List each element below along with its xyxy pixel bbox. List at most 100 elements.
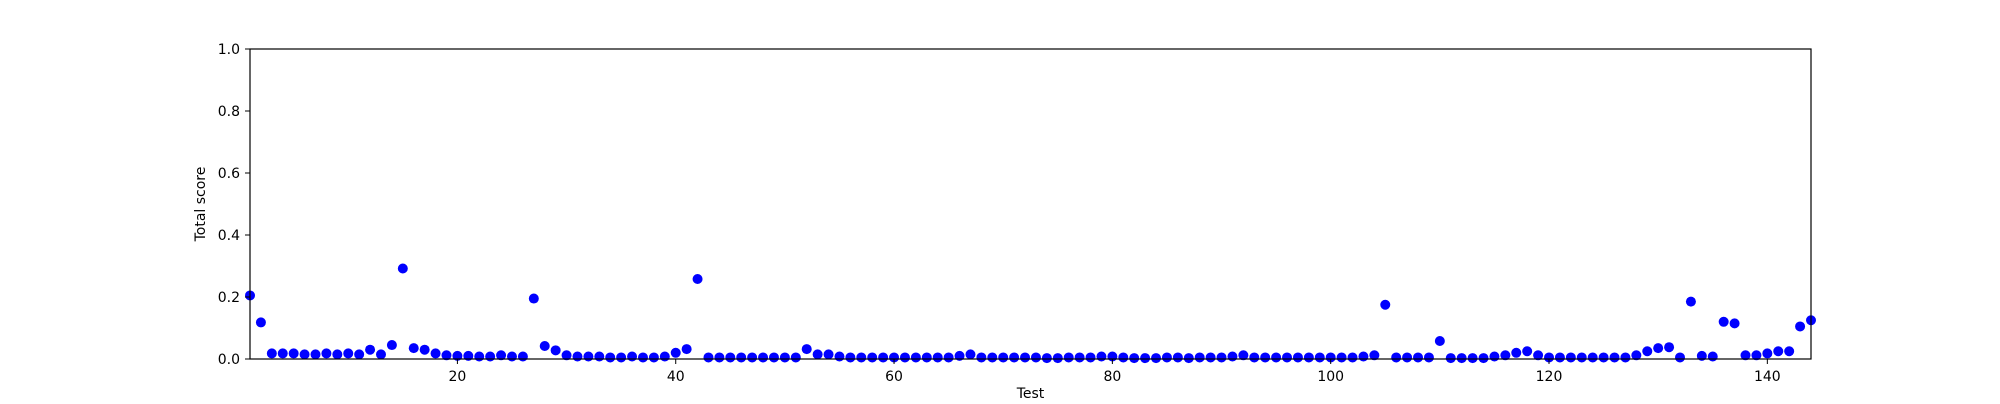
data-point — [1030, 352, 1041, 363]
data-point — [1423, 352, 1434, 363]
x-tick-label: 80 — [1103, 369, 1121, 385]
data-point — [834, 351, 845, 362]
data-point — [801, 344, 812, 355]
data-point — [1292, 352, 1303, 363]
data-point — [703, 352, 714, 363]
data-point — [627, 351, 638, 362]
x-tick-label: 120 — [1536, 369, 1563, 385]
data-point — [430, 348, 441, 359]
data-point — [397, 263, 408, 274]
data-point — [1565, 352, 1576, 363]
data-point — [1194, 352, 1205, 363]
data-point — [310, 349, 321, 360]
data-point — [616, 352, 627, 363]
data-point — [1314, 352, 1325, 363]
data-point — [408, 343, 419, 354]
data-point — [747, 352, 758, 363]
data-point — [1522, 346, 1533, 357]
data-point — [1445, 353, 1456, 364]
data-point — [1020, 352, 1031, 363]
data-point — [659, 351, 670, 362]
x-tick-label: 60 — [885, 369, 903, 385]
data-point — [1063, 352, 1074, 363]
data-point — [1554, 352, 1565, 363]
data-point — [987, 352, 998, 363]
data-point — [692, 274, 703, 285]
data-point — [255, 317, 266, 328]
x-axis-label: Test — [1016, 386, 1045, 400]
data-point — [561, 350, 572, 361]
y-tick-label: 0.6 — [218, 166, 240, 182]
data-point — [1380, 299, 1391, 310]
data-point — [1740, 350, 1751, 361]
data-point — [1216, 352, 1227, 363]
data-point — [1500, 350, 1511, 361]
x-tick-label: 100 — [1317, 369, 1344, 385]
data-point — [1325, 352, 1336, 363]
data-point — [637, 352, 648, 363]
x-axis-ticks: 20 40 60 80 100 120 140 — [448, 359, 1781, 385]
data-point — [1489, 351, 1500, 362]
data-point — [1707, 351, 1718, 362]
data-point — [921, 352, 932, 363]
data-point — [943, 352, 954, 363]
data-point — [845, 352, 856, 363]
y-tick-label: 0.4 — [218, 228, 240, 244]
data-point — [321, 348, 332, 359]
data-point — [1172, 352, 1183, 363]
data-point — [1631, 350, 1642, 361]
data-point — [1653, 343, 1664, 354]
x-tick-label: 40 — [667, 369, 685, 385]
data-point — [1609, 352, 1620, 363]
data-point — [965, 349, 976, 360]
y-tick-label: 0.2 — [218, 290, 240, 306]
data-point — [1642, 346, 1653, 357]
data-point — [1369, 350, 1380, 361]
data-point — [1620, 352, 1631, 363]
data-point — [725, 352, 736, 363]
data-point — [1118, 352, 1129, 363]
data-point — [583, 351, 594, 362]
data-point — [1751, 350, 1762, 361]
data-point — [1456, 353, 1467, 364]
data-point — [375, 349, 386, 360]
data-point — [299, 349, 310, 360]
data-point — [474, 351, 485, 362]
data-point — [506, 351, 517, 362]
x-tick-label: 20 — [448, 369, 466, 385]
data-point — [277, 348, 288, 359]
data-point — [1151, 353, 1162, 364]
data-point — [594, 351, 605, 362]
data-point — [1303, 352, 1314, 363]
data-point — [1413, 352, 1424, 363]
data-point — [332, 349, 343, 360]
data-point — [976, 352, 987, 363]
data-point — [856, 352, 867, 363]
data-point — [681, 344, 692, 355]
data-point — [419, 344, 430, 355]
data-point — [517, 351, 528, 362]
data-point — [1161, 352, 1172, 363]
y-tick-label: 0.8 — [218, 104, 240, 120]
data-point — [932, 352, 943, 363]
data-point — [1227, 351, 1238, 362]
data-point — [899, 352, 910, 363]
data-point — [1041, 353, 1052, 364]
data-point — [1478, 353, 1489, 364]
data-point — [1249, 352, 1260, 363]
data-point — [1282, 352, 1293, 363]
data-point — [867, 352, 878, 363]
y-axis-ticks: 0.0 0.2 0.4 0.6 0.8 1.0 — [218, 42, 250, 368]
data-point — [1402, 352, 1413, 363]
y-tick-label: 0.0 — [218, 352, 240, 368]
data-point — [354, 349, 365, 360]
data-point — [812, 349, 823, 360]
data-point — [790, 352, 801, 363]
data-point — [528, 293, 539, 304]
data-point — [1391, 352, 1402, 363]
data-point — [1533, 350, 1544, 361]
data-point — [1511, 347, 1522, 358]
data-point — [485, 351, 496, 362]
